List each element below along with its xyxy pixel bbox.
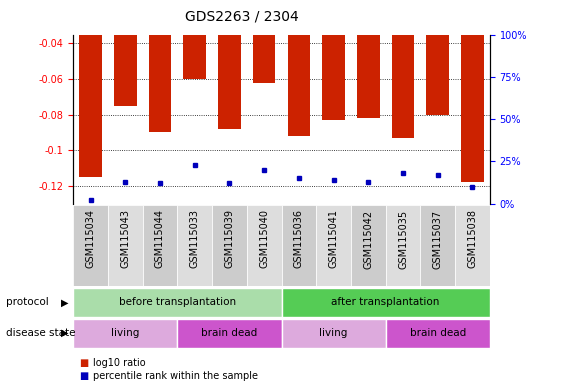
Bar xyxy=(386,205,421,286)
Bar xyxy=(386,319,490,348)
Bar xyxy=(282,288,490,317)
Bar xyxy=(114,0,137,106)
Bar xyxy=(177,205,212,286)
Bar xyxy=(282,319,386,348)
Bar xyxy=(392,0,414,138)
Text: GSM115043: GSM115043 xyxy=(120,210,130,268)
Text: disease state: disease state xyxy=(6,328,75,338)
Bar xyxy=(108,205,142,286)
Text: GSM115038: GSM115038 xyxy=(467,210,477,268)
Text: GSM115042: GSM115042 xyxy=(363,210,373,268)
Text: GSM115039: GSM115039 xyxy=(225,210,234,268)
Text: brain dead: brain dead xyxy=(202,328,257,338)
Bar xyxy=(421,205,455,286)
Bar xyxy=(149,0,171,132)
Bar xyxy=(288,0,310,136)
Text: ■: ■ xyxy=(79,371,88,381)
Text: percentile rank within the sample: percentile rank within the sample xyxy=(93,371,258,381)
Bar xyxy=(461,0,484,182)
Text: GSM115036: GSM115036 xyxy=(294,210,304,268)
Text: brain dead: brain dead xyxy=(410,328,466,338)
Text: GSM115033: GSM115033 xyxy=(190,210,200,268)
Bar xyxy=(184,0,206,79)
Text: GDS2263 / 2304: GDS2263 / 2304 xyxy=(185,10,299,23)
Text: log10 ratio: log10 ratio xyxy=(93,358,145,368)
Text: GSM115041: GSM115041 xyxy=(329,210,338,268)
Text: GSM115037: GSM115037 xyxy=(433,210,443,268)
Bar xyxy=(455,205,490,286)
Bar xyxy=(253,0,275,83)
Bar xyxy=(142,205,177,286)
Text: living: living xyxy=(319,328,348,338)
Bar xyxy=(218,0,241,129)
Text: after transplantation: after transplantation xyxy=(332,297,440,308)
Bar xyxy=(247,205,282,286)
Text: GSM115035: GSM115035 xyxy=(398,210,408,268)
Text: protocol: protocol xyxy=(6,297,48,308)
Text: before transplantation: before transplantation xyxy=(119,297,236,308)
Bar xyxy=(73,288,282,317)
Bar xyxy=(73,319,177,348)
Text: ▶: ▶ xyxy=(61,297,68,308)
Bar xyxy=(73,205,108,286)
Bar xyxy=(212,205,247,286)
Bar xyxy=(357,0,379,118)
Bar xyxy=(316,205,351,286)
Text: GSM115040: GSM115040 xyxy=(259,210,269,268)
Text: GSM115034: GSM115034 xyxy=(86,210,96,268)
Text: living: living xyxy=(111,328,140,338)
Text: ■: ■ xyxy=(79,358,88,368)
Bar xyxy=(177,319,282,348)
Bar xyxy=(79,0,102,177)
Text: GSM115044: GSM115044 xyxy=(155,210,165,268)
Bar xyxy=(426,0,449,114)
Bar xyxy=(282,205,316,286)
Text: ▶: ▶ xyxy=(61,328,68,338)
Bar xyxy=(322,0,345,120)
Bar xyxy=(351,205,386,286)
